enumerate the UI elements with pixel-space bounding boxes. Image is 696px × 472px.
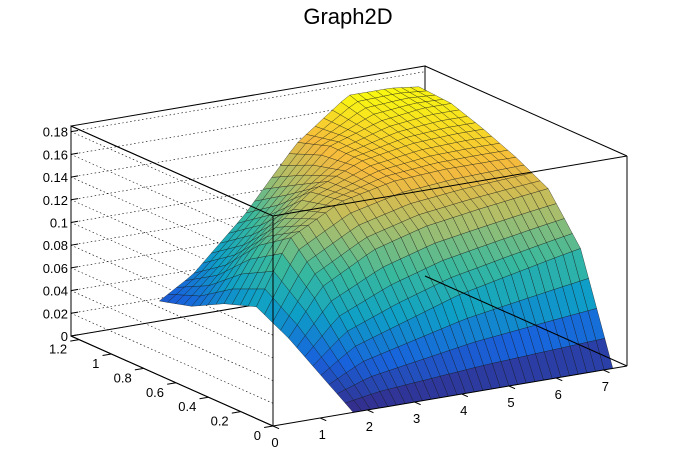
x-tick-label: 1 [319, 427, 326, 442]
chart-title: Graph2D [303, 4, 392, 29]
y-tick-label: 1.2 [49, 342, 67, 357]
y-axis-line [70, 335, 274, 427]
z-tick [70, 220, 79, 223]
box-edge [70, 125, 274, 217]
axis-ticks: 0123456700.20.40.60.811.200.020.040.060.… [43, 125, 610, 450]
y-tick [134, 367, 144, 371]
z-tick-label: 0.12 [43, 193, 68, 208]
y-tick-label: 0.6 [146, 385, 164, 400]
x-tick-label: 0 [271, 435, 278, 450]
z-tick [70, 129, 79, 133]
x-tick [508, 385, 516, 390]
y-tick-label: 0.4 [178, 399, 196, 414]
x-tick [272, 425, 280, 430]
y-tick-label: 0.8 [114, 370, 132, 385]
z-tick-label: 0 [61, 329, 68, 344]
z-tick-label: 0.1 [50, 215, 68, 230]
z-tick-label: 0.06 [43, 261, 68, 276]
box-edge [424, 65, 628, 157]
box-edge [272, 155, 628, 217]
x-tick-label: 6 [555, 387, 562, 402]
z-tick [70, 152, 79, 155]
x-tick-label: 4 [460, 403, 467, 418]
z-tick [70, 311, 79, 314]
x-tick [367, 409, 374, 414]
z-tick [70, 334, 79, 337]
z-tick [70, 288, 79, 292]
z-tick-label: 0.04 [43, 284, 68, 299]
z-tick-label: 0.08 [43, 238, 68, 253]
z-tick [70, 198, 79, 201]
x-tick-label: 5 [507, 395, 514, 410]
gridline-z-left [70, 267, 274, 359]
surface-plot [158, 86, 614, 413]
x-axis-line [272, 365, 628, 427]
gridline-z-left [70, 131, 274, 222]
y-tick [70, 339, 80, 342]
y-tick [167, 382, 177, 385]
x-tick-label: 7 [602, 379, 609, 394]
x-tick [319, 417, 327, 422]
y-tick [231, 411, 241, 414]
z-tick [70, 175, 79, 178]
x-tick [555, 377, 563, 382]
z-tick-label: 0.14 [43, 170, 68, 185]
z-tick-label: 0.16 [43, 147, 68, 162]
gridline-z-left [70, 313, 274, 404]
plot-box-front [70, 65, 628, 427]
y-tick [264, 425, 274, 428]
x-tick [461, 393, 469, 398]
z-tick [70, 266, 79, 269]
x-tick [603, 369, 610, 374]
x-tick-label: 3 [413, 411, 420, 426]
y-tick [102, 353, 112, 356]
y-tick-label: 0.2 [211, 414, 229, 429]
z-tick-label: 0.02 [43, 306, 68, 321]
box-edge [424, 275, 628, 367]
gridline-z-left [70, 290, 274, 381]
y-tick-label: 1 [92, 356, 99, 371]
x-tick-label: 2 [366, 419, 373, 434]
z-tick-label: 0.18 [43, 125, 68, 140]
y-tick [199, 396, 209, 400]
gridline-z-left [70, 244, 274, 336]
x-tick [414, 401, 421, 406]
y-tick-label: 0 [254, 428, 261, 443]
z-tick [70, 243, 79, 246]
